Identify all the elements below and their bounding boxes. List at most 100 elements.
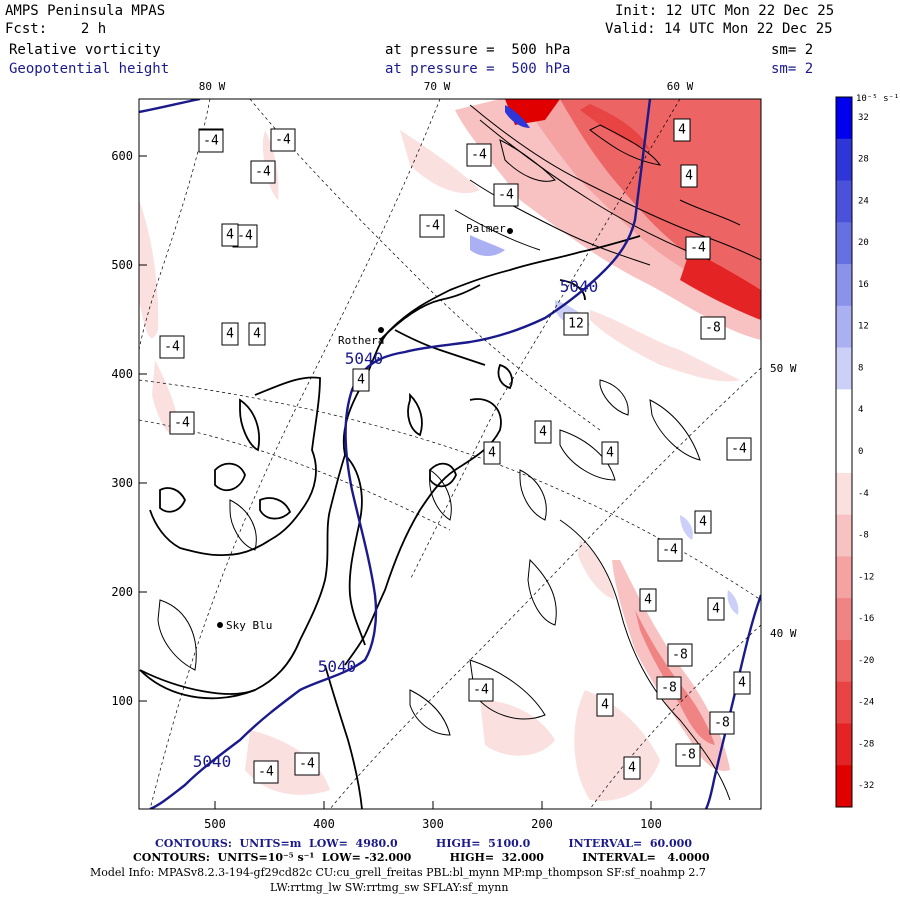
- lon-label: 40 W: [770, 627, 797, 640]
- colorbar-swatch: [836, 389, 852, 432]
- svg-text:4: 4: [738, 676, 746, 691]
- vorticity-contour-label: 4: [352, 368, 370, 392]
- plot-frame: [138, 98, 762, 810]
- vorticity-contour-label: -8: [667, 643, 693, 667]
- vorticity-contour-label: -4: [253, 760, 279, 784]
- colorbar-swatch: [836, 472, 852, 516]
- colorbar-swatch: [836, 681, 852, 724]
- vorticity-contour-label: -4: [657, 538, 683, 562]
- forecast-hour: Fcst: 2 h: [5, 21, 107, 37]
- svg-text:-8: -8: [714, 716, 730, 731]
- axis-ticks: [139, 155, 652, 809]
- vorticity-contour-label: 4: [639, 588, 657, 612]
- vorticity-contour-label: -4: [159, 335, 185, 359]
- vorticity-contour-label: -4: [232, 224, 258, 248]
- vorticity-contour-label: 4: [534, 420, 552, 444]
- vorticity-contour-label: -4: [270, 128, 296, 152]
- height-labels: 5040 5040 5040 5040: [193, 277, 599, 771]
- colorbar: 32 28 24 20 16 12 8 4 0 -4 -8 -12 -16 -20 -24 -28 -32: [835, 96, 874, 808]
- svg-text:-4: -4: [174, 416, 190, 431]
- svg-text:4: 4: [712, 602, 720, 617]
- colorbar-swatch: [836, 138, 852, 182]
- y-tick-label: 100: [111, 694, 133, 708]
- svg-text:-8: -8: [705, 321, 721, 336]
- vorticity-contour-label: -4: [198, 129, 224, 153]
- colorbar-tick-label: 20: [858, 238, 869, 248]
- svg-text:4: 4: [606, 446, 614, 461]
- vorticity-contour-label: 4: [248, 322, 266, 346]
- colorbar-swatch: [836, 514, 852, 557]
- vorticity-contour-label: -4: [250, 160, 276, 184]
- lon-label: 60 W: [667, 80, 694, 93]
- svg-text:-4: -4: [498, 188, 514, 203]
- colorbar-tick-label: 12: [858, 322, 869, 332]
- colorbar-swatch: [836, 305, 852, 349]
- y-tick-label: 200: [111, 585, 133, 599]
- colorbar-swatch: [836, 97, 852, 140]
- place-label-rothera: Rothera: [338, 334, 384, 347]
- x-tick-label: 100: [640, 817, 662, 831]
- vorticity-contour-label: -4: [468, 678, 494, 702]
- colorbar-swatch: [836, 765, 852, 808]
- colorbar-swatch: [836, 639, 852, 683]
- svg-text:4: 4: [226, 327, 234, 342]
- vorticity-contour-label: 4: [221, 223, 239, 247]
- colorbar-tick-label: 16: [858, 280, 869, 290]
- y-tick-label: 500: [111, 258, 133, 272]
- svg-text:12: 12: [568, 317, 584, 332]
- svg-text:-4: -4: [255, 165, 271, 180]
- vorticity-contour-label: -4: [493, 183, 519, 207]
- vorticity-contour-label: 4: [221, 322, 239, 346]
- lon-label: 70 W: [424, 80, 451, 93]
- x-tick-label: 300: [422, 817, 444, 831]
- model-info: Model Info: MPASv8.2.3-194-gf29cd82c CU:…: [90, 866, 706, 879]
- svg-text:-4: -4: [471, 148, 487, 163]
- svg-text:4: 4: [678, 123, 686, 138]
- vorticity-labels: -4-4-4-4-444-4-4-4-4-444-4-8124444-444-4…: [159, 118, 752, 784]
- vorticity-contour-label: -8: [709, 711, 735, 735]
- height-label: 5040: [318, 657, 357, 676]
- model-title: AMPS Peninsula MPAS: [5, 3, 166, 19]
- svg-text:4: 4: [699, 515, 707, 530]
- x-tick-label: 400: [313, 817, 335, 831]
- svg-text:-4: -4: [299, 757, 315, 772]
- svg-text:4: 4: [253, 327, 261, 342]
- field-1-level: at pressure = 500 hPa: [385, 42, 571, 58]
- svg-text:-4: -4: [237, 229, 253, 244]
- svg-text:4: 4: [488, 446, 496, 461]
- place-label-palmer: Palmer: [466, 222, 506, 235]
- colorbar-units: 10⁻⁵ s⁻¹: [856, 94, 899, 104]
- colorbar-tick-label: -8: [858, 531, 869, 541]
- place-markers: Palmer Rothera Sky Blu: [217, 222, 513, 632]
- x-tick-label: 500: [204, 817, 226, 831]
- svg-text:-4: -4: [164, 340, 180, 355]
- svg-text:-4: -4: [690, 241, 706, 256]
- model-info-2: LW:rrtmg_lw SW:rrtmg_sw SFLAY:sf_mynn: [270, 881, 509, 894]
- colorbar-tick-label: 4: [858, 405, 863, 415]
- svg-text:-4: -4: [424, 219, 440, 234]
- field-2-name: Geopotential height: [9, 61, 170, 77]
- colorbar-swatch: [836, 598, 852, 641]
- palmer-marker: [507, 228, 513, 234]
- colorbar-swatch: [836, 180, 852, 223]
- vorticity-contour-label: 4: [601, 441, 619, 465]
- colorbar-tick-label: -12: [858, 572, 874, 582]
- y-tick-label: 600: [111, 149, 133, 163]
- vorticity-contour-label: 4: [707, 597, 725, 621]
- svg-text:4: 4: [601, 698, 609, 713]
- svg-text:4: 4: [628, 761, 636, 776]
- colorbar-tick-label: 24: [858, 196, 869, 206]
- colorbar-tick-label: 28: [858, 155, 869, 165]
- svg-text:-4: -4: [662, 543, 678, 558]
- vorticity-contour-label: -4: [294, 752, 320, 776]
- svg-text:-4: -4: [275, 133, 291, 148]
- vorticity-contour-label: -8: [656, 676, 682, 700]
- colorbar-tick-label: 0: [858, 447, 863, 457]
- rothera-marker: [378, 327, 384, 333]
- colorbar-swatch: [836, 222, 852, 265]
- svg-text:-4: -4: [473, 683, 489, 698]
- vorticity-contour-info: CONTOURS: UNITS=10⁻⁵ s⁻¹ LOW= -32.000 HI…: [133, 851, 710, 864]
- y-tick-label: 300: [111, 476, 133, 490]
- svg-text:-4: -4: [731, 442, 747, 457]
